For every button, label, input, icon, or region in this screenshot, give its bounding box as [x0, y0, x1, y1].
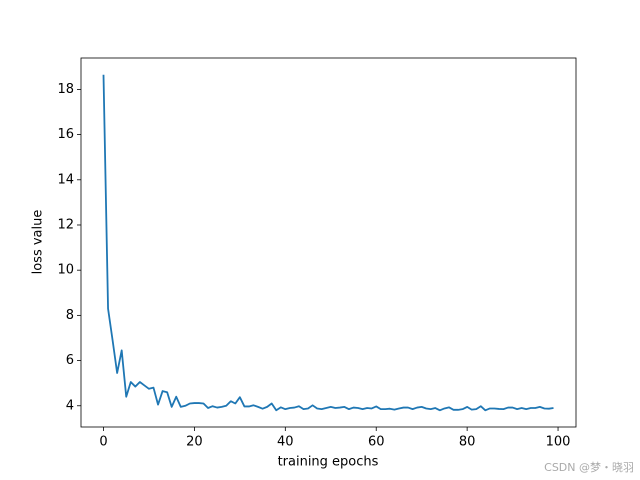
- y-axis-label: loss value: [31, 210, 46, 275]
- y-tick-label: 18: [57, 82, 74, 97]
- x-tick-label: 40: [277, 435, 294, 450]
- y-tick-label: 12: [57, 217, 74, 232]
- x-tick-label: 80: [459, 435, 476, 450]
- y-tick-label: 4: [66, 398, 74, 413]
- y-tick-label: 6: [66, 353, 74, 368]
- axes-frame: [80, 57, 577, 428]
- loss-line: [102, 74, 554, 412]
- x-tick-label: 20: [186, 435, 203, 450]
- y-tick-label: 14: [57, 172, 74, 187]
- x-tick-label: 60: [368, 435, 385, 450]
- y-tick-label: 10: [57, 263, 74, 278]
- x-axis-label: training epochs: [278, 455, 379, 470]
- watermark: CSDN @梦・晓羽: [544, 461, 634, 474]
- y-tick-label: 8: [66, 308, 74, 323]
- x-tick-label: 100: [546, 435, 571, 450]
- y-tick-label: 16: [57, 127, 74, 142]
- x-tick-label: 0: [99, 435, 107, 450]
